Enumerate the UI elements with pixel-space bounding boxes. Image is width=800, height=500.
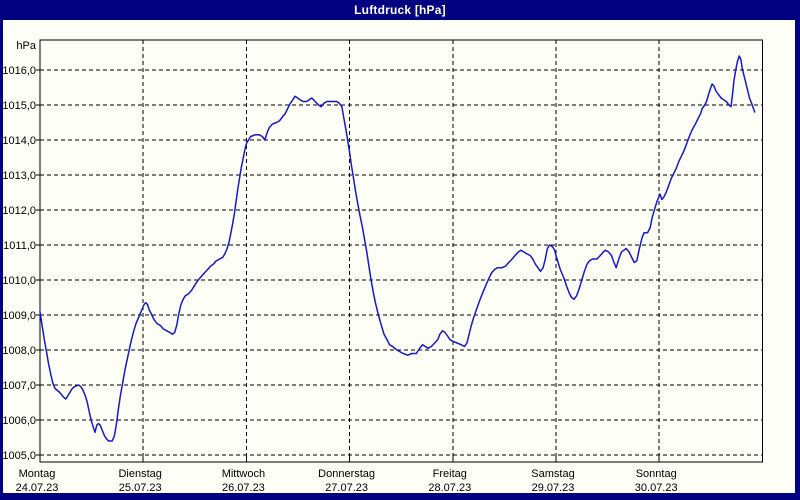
y-axis-unit-label: hPa — [16, 40, 36, 52]
chart-title: Luftdruck [hPa] — [354, 3, 446, 17]
day-name-label: Sonntag — [636, 468, 677, 480]
day-name-label: Mittwoch — [222, 468, 265, 480]
y-tick-label: 1014,0 — [2, 135, 36, 147]
y-tick-label: 1008,0 — [2, 345, 36, 357]
day-date-label: 30.07.23 — [635, 482, 678, 494]
day-date-label: 26.07.23 — [222, 482, 265, 494]
day-name-label: Montag — [19, 468, 56, 480]
day-date-label: 27.07.23 — [325, 482, 368, 494]
y-tick-label: 1013,0 — [2, 170, 36, 182]
title-bar: Luftdruck [hPa] — [0, 0, 800, 20]
day-date-label: 29.07.23 — [532, 482, 575, 494]
y-tick-label: 1007,0 — [2, 380, 36, 392]
y-tick-label: 1009,0 — [2, 310, 36, 322]
y-tick-label: 1005,0 — [2, 450, 36, 462]
day-date-label: 25.07.23 — [119, 482, 162, 494]
plot-area — [39, 39, 763, 463]
y-tick-label: 1010,0 — [2, 275, 36, 287]
day-name-label: Donnerstag — [318, 468, 375, 480]
y-tick-label: 1016,0 — [2, 65, 36, 77]
pressure-line — [39, 55, 756, 442]
day-name-label: Freitag — [433, 468, 467, 480]
y-tick-label: 1006,0 — [2, 415, 36, 427]
day-name-label: Dienstag — [118, 468, 161, 480]
day-date-label: 24.07.23 — [16, 482, 59, 494]
y-tick-label: 1012,0 — [2, 205, 36, 217]
day-date-label: 28.07.23 — [428, 482, 471, 494]
y-tick-label: 1015,0 — [2, 100, 36, 112]
day-name-label: Samstag — [531, 468, 574, 480]
y-tick-label: 1011,0 — [3, 240, 36, 252]
